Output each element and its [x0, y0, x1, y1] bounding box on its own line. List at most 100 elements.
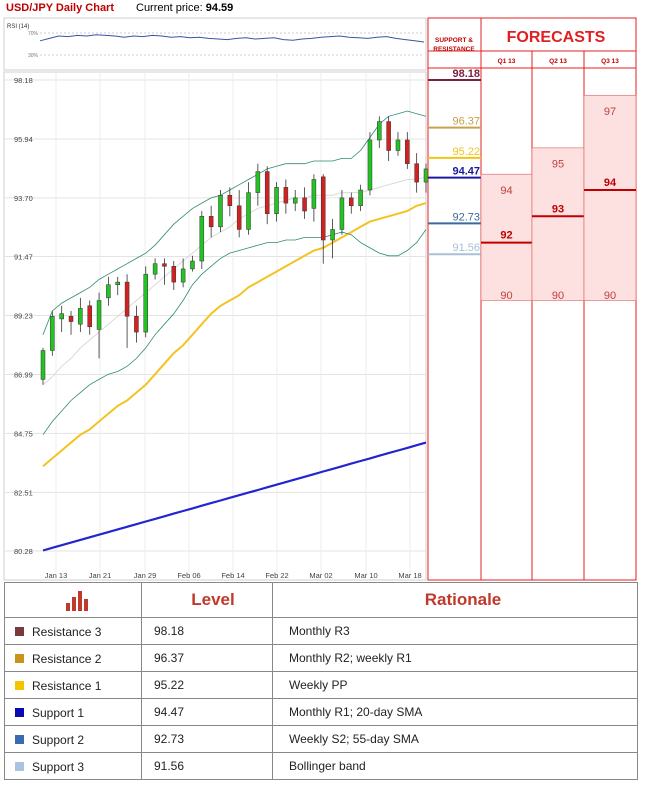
candle — [106, 276, 111, 306]
level-value: 98.18 — [154, 624, 185, 638]
level-name: Resistance 2 — [32, 651, 102, 666]
candle-body — [59, 313, 64, 320]
rsi-label: RSI (14) — [7, 24, 29, 30]
candle-body — [180, 268, 186, 283]
level-label: 95.22 — [452, 146, 480, 158]
candle — [227, 187, 233, 217]
y-tick-label: 86.99 — [14, 370, 33, 379]
forecast-range — [583, 94, 637, 301]
level-value: 91.56 — [154, 759, 185, 773]
forecast-mid: 94 — [604, 177, 617, 189]
candle-body — [264, 171, 270, 214]
y-tick-label: 80.28 — [14, 547, 33, 556]
candle-body — [50, 316, 55, 351]
sr-label-1: SUPPORT & — [435, 37, 473, 44]
candle — [115, 276, 120, 296]
table-header: Level Rationale — [4, 582, 638, 618]
header-icon-cell — [4, 582, 142, 618]
candle-body — [395, 139, 401, 151]
candle-body — [143, 273, 149, 333]
candle — [236, 189, 242, 238]
forecast-low: 90 — [500, 290, 512, 302]
sr-label-2: RESISTANCE — [433, 46, 475, 53]
candle-body — [320, 176, 326, 241]
candle — [386, 116, 391, 162]
level-rationale: Bollinger band — [289, 759, 366, 773]
candle — [339, 189, 345, 235]
candle — [246, 182, 251, 235]
level-label: 91.56 — [452, 242, 480, 254]
table-row: Resistance 3 98.18 Monthly R3 — [4, 617, 638, 645]
candle — [274, 182, 279, 222]
candle — [358, 184, 363, 212]
candle-body — [405, 139, 410, 164]
candle — [414, 153, 419, 193]
candle — [302, 187, 307, 219]
candle — [349, 192, 354, 214]
table-row: Resistance 1 95.22 Weekly PP — [4, 671, 638, 699]
candle-body — [358, 189, 363, 207]
level-swatch — [15, 626, 24, 636]
level-label: 94.47 — [452, 166, 480, 178]
x-tick-label: Jan 29 — [134, 571, 157, 580]
level-swatch — [15, 653, 24, 663]
table-row: Support 1 94.47 Monthly R1; 20-day SMA — [4, 698, 638, 726]
table-row: Support 3 91.56 Bollinger band — [4, 752, 638, 780]
x-tick-label: Feb 22 — [265, 571, 288, 580]
y-tick-label: 95.94 — [14, 135, 33, 144]
candle-body — [302, 197, 307, 212]
level-rationale: Weekly S2; 55-day SMA — [289, 732, 419, 746]
x-tick-label: Mar 02 — [309, 571, 332, 580]
candle-body — [414, 163, 419, 183]
candle-body — [386, 121, 391, 151]
bar-chart-icon — [66, 591, 88, 611]
candle-body — [208, 216, 214, 228]
candle — [162, 258, 167, 285]
chart-header: USD/JPY Daily Chart Current price: 94.59 — [0, 0, 430, 18]
level-name: Resistance 3 — [32, 624, 102, 639]
candle — [87, 300, 92, 335]
x-axis: Jan 13 Jan 21 Jan 29 Feb 06 Feb 14 Feb 22 Mar … — [45, 571, 422, 580]
level-value: 96.37 — [154, 651, 185, 665]
level-swatch — [15, 707, 24, 717]
forecast-high: 94 — [500, 185, 512, 197]
candle-body — [40, 350, 46, 380]
col-rationale-header: Rationale — [424, 590, 502, 609]
candle-body — [236, 205, 242, 230]
level-rationale: Monthly R2; weekly R1 — [289, 651, 412, 665]
quarter-label: Q1 13 — [498, 58, 516, 65]
price-chart: RSI (14) 70% 30% 98.18 95.94 93.70 91.47 89.… — [3, 17, 637, 581]
level-value: 92.73 — [154, 732, 185, 746]
sma-line-2 — [42, 441, 427, 552]
candle — [190, 255, 195, 272]
candle-body — [68, 316, 74, 322]
rsi-tick-30: 30% — [28, 53, 39, 59]
x-tick-label: Mar 18 — [398, 571, 421, 580]
bollinger-upper — [42, 110, 427, 335]
quarter-label: Q2 13 — [549, 58, 567, 65]
forecast-low: 90 — [552, 290, 564, 302]
candle-body — [162, 263, 167, 267]
candlesticks — [40, 116, 429, 385]
candle-body — [255, 171, 261, 193]
level-label: 96.37 — [452, 116, 480, 128]
forecast-mid: 93 — [552, 203, 564, 215]
candle-body — [152, 263, 158, 275]
forecast-range — [531, 147, 585, 301]
candle-body — [377, 121, 382, 141]
current-price: Current price: 94.59 — [136, 2, 233, 14]
plot-frame — [3, 71, 427, 581]
candle-body — [227, 195, 233, 207]
rsi-panel: RSI (14) 70% 30% — [3, 17, 427, 71]
level-name: Support 3 — [32, 759, 85, 774]
y-tick-label: 89.23 — [14, 312, 33, 321]
candle-body — [367, 139, 373, 191]
candle-body — [134, 316, 139, 333]
x-tick-label: Jan 13 — [45, 571, 68, 580]
y-tick-label: 91.47 — [14, 253, 33, 262]
candle — [255, 163, 261, 206]
candle — [68, 311, 74, 335]
candle-body — [339, 197, 345, 230]
y-tick-label: 82.51 — [14, 488, 33, 497]
candle — [96, 292, 102, 359]
